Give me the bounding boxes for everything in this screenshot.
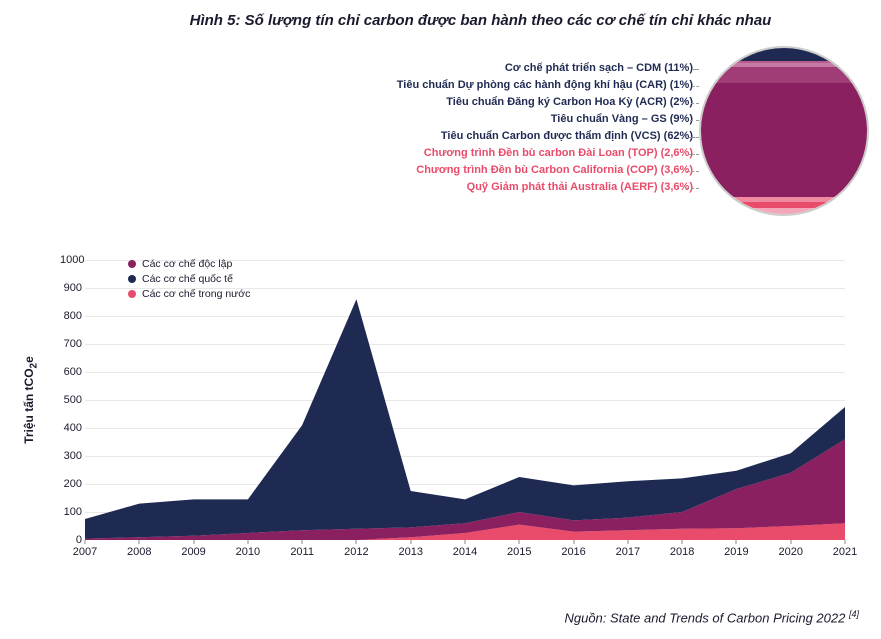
x-tick: 2021 [833, 546, 857, 558]
callout-label: Quỹ Giảm phát thải Australia (AERF) (3,6… [397, 179, 693, 196]
leader-line [693, 69, 699, 70]
x-tick: 2009 [181, 546, 205, 558]
chart-title: Hình 5: Số lượng tín chỉ carbon được ban… [0, 0, 881, 39]
source-citation: Nguồn: State and Trends of Carbon Pricin… [564, 609, 859, 625]
legend-item: Các cơ chế quốc tế [128, 273, 250, 285]
inset-callouts: Cơ chế phát triển sạch – CDM (11%)Tiêu c… [397, 60, 693, 196]
inset-segment [701, 208, 867, 215]
x-tick: 2018 [670, 546, 694, 558]
callout-label: Tiêu chuẩn Vàng – GS (9%) [397, 111, 693, 128]
inset-segment [701, 83, 867, 197]
x-tick: 2007 [73, 546, 97, 558]
leader-line [687, 171, 699, 172]
x-tick: 2015 [507, 546, 531, 558]
y-tick: 900 [60, 282, 82, 294]
y-axis-label: Triệu tấn tCO2e [22, 356, 39, 444]
y-tick: 200 [60, 478, 82, 490]
x-tick-mark [519, 540, 520, 544]
legend-swatch [128, 290, 136, 298]
x-tick-mark [465, 540, 466, 544]
x-tick: 2017 [616, 546, 640, 558]
x-tick-mark [193, 540, 194, 544]
x-tick: 2013 [398, 546, 422, 558]
callout-label: Chương trình Đền bù Carbon California (C… [397, 162, 693, 179]
inset-segment [701, 46, 867, 61]
y-tick: 400 [60, 422, 82, 434]
y-tick: 0 [60, 534, 82, 546]
x-tick: 2016 [561, 546, 585, 558]
x-tick: 2012 [344, 546, 368, 558]
leader-line [690, 120, 699, 121]
x-tick: 2019 [724, 546, 748, 558]
x-tick-mark [736, 540, 737, 544]
x-tick-mark [302, 540, 303, 544]
legend: Các cơ chế độc lập Các cơ chế quốc tế Các … [128, 258, 250, 303]
legend-swatch [128, 275, 136, 283]
y-tick: 500 [60, 394, 82, 406]
x-tick-mark [410, 540, 411, 544]
leader-line [691, 103, 699, 104]
x-tick: 2014 [453, 546, 477, 558]
leader-line [686, 188, 699, 189]
x-tick-mark [845, 540, 846, 544]
x-tick-mark [790, 540, 791, 544]
inset-segment [701, 202, 867, 209]
legend-item: Các cơ chế trong nước [128, 288, 250, 300]
inset-magnifier [699, 46, 869, 216]
y-tick: 1000 [60, 254, 82, 266]
x-tick: 2020 [778, 546, 802, 558]
x-tick-mark [682, 540, 683, 544]
x-tick-mark [627, 540, 628, 544]
callout-label: Tiêu chuẩn Dự phòng các hành động khí hậ… [397, 77, 693, 94]
legend-label: Các cơ chế quốc tế [142, 273, 233, 285]
x-tick-mark [573, 540, 574, 544]
y-tick: 800 [60, 310, 82, 322]
leader-line [688, 154, 699, 155]
y-tick: 700 [60, 338, 82, 350]
inset-segment [701, 67, 867, 84]
callout-label: Cơ chế phát triển sạch – CDM (11%) [397, 60, 693, 77]
callout-label: Tiêu chuẩn Đăng ký Carbon Hoa Kỳ (ACR) (… [397, 94, 693, 111]
legend-swatch [128, 260, 136, 268]
y-tick: 600 [60, 366, 82, 378]
x-tick: 2011 [290, 546, 314, 558]
x-tick-mark [139, 540, 140, 544]
callout-label: Chương trình Đền bù carbon Đài Loan (TOP… [397, 145, 693, 162]
legend-label: Các cơ chế độc lập [142, 258, 232, 270]
leader-line [689, 137, 699, 138]
chart-area: Triệu tấn tCO2e 010020030040050060070080… [30, 260, 850, 575]
y-tick: 100 [60, 506, 82, 518]
x-tick-mark [356, 540, 357, 544]
legend-item: Các cơ chế độc lập [128, 258, 250, 270]
y-tick: 300 [60, 450, 82, 462]
callout-label: Tiêu chuẩn Carbon được thẩm định (VCS) (… [397, 128, 693, 145]
leader-line [692, 86, 699, 87]
legend-label: Các cơ chế trong nước [142, 288, 250, 300]
x-tick-mark [85, 540, 86, 544]
x-tick-mark [247, 540, 248, 544]
x-tick: 2010 [236, 546, 260, 558]
x-tick: 2008 [127, 546, 151, 558]
